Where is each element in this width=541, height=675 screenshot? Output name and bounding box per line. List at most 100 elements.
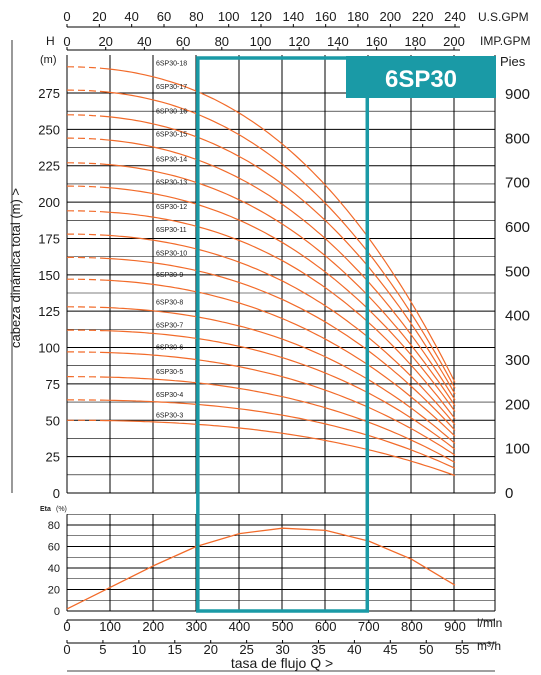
impgpm-tick-label: 0 — [63, 34, 70, 49]
h-unit: (m) — [40, 54, 57, 66]
h-label: H — [46, 34, 55, 48]
y-tick-label: 275 — [38, 86, 60, 101]
feet-tick-label: 200 — [505, 396, 530, 413]
usgpm-tick-label: 140 — [282, 9, 304, 24]
feet-tick-label: 700 — [505, 175, 530, 192]
head-curve-dashed — [67, 278, 102, 281]
head-curve-dashed — [67, 233, 102, 236]
lmin-tick-label: 600 — [315, 619, 337, 634]
eta-label: Eta — [40, 506, 51, 513]
feet-label: Pies — [500, 54, 526, 69]
chart-title: 6SP30 — [385, 66, 457, 93]
head-curve — [101, 90, 456, 389]
usgpm-tick-label: 160 — [315, 9, 337, 24]
curve-label: 6SP30-6 — [156, 345, 183, 352]
impgpm-unit: IMP.GPM — [480, 34, 530, 48]
y-tick-label: 100 — [38, 341, 60, 356]
feet-tick-label: 300 — [505, 352, 530, 369]
m3h-tick-label: 35 — [311, 642, 325, 657]
usgpm-tick-label: 120 — [250, 9, 272, 24]
feet-tick-label: 0 — [505, 485, 513, 502]
eta-unit: (%) — [56, 506, 67, 513]
m3h-tick-label: 40 — [347, 642, 361, 657]
feet-tick-label: 900 — [505, 86, 530, 103]
impgpm-tick-label: 140 — [327, 34, 349, 49]
head-curve-dashed — [67, 329, 102, 332]
curve-label: 6SP30-5 — [156, 369, 183, 376]
efficiency-curve — [66, 527, 456, 610]
lmin-tick-label: 800 — [401, 619, 423, 634]
lmin-tick-label: 200 — [142, 619, 164, 634]
head-curve-dashed — [67, 162, 102, 165]
usgpm-tick-label: 100 — [218, 9, 240, 24]
lmin-tick-label: 400 — [229, 619, 251, 634]
lmin-tick-label: 100 — [99, 619, 121, 634]
head-curve-dashed — [67, 256, 102, 259]
head-curve — [101, 399, 456, 469]
usgpm-tick-label: 180 — [347, 9, 369, 24]
m3h-tick-label: 25 — [239, 642, 253, 657]
y-tick-label: 75 — [46, 377, 60, 392]
feet-tick-label: 600 — [505, 219, 530, 236]
head-curve-dashed — [67, 89, 102, 93]
curve-label: 6SP30-15 — [156, 132, 187, 139]
impgpm-tick-label: 40 — [137, 34, 151, 49]
usgpm-tick-label: 60 — [157, 9, 171, 24]
head-curve — [101, 306, 456, 444]
usgpm-tick-label: 80 — [189, 9, 203, 24]
curve-label: 6SP30-17 — [156, 84, 187, 91]
curve-label: 6SP30-13 — [156, 180, 187, 187]
usgpm-tick-label: 200 — [379, 9, 401, 24]
y-tick-label: 50 — [46, 413, 60, 428]
feet-tick-label: 800 — [505, 130, 530, 147]
lmin-tick-label: 900 — [444, 619, 466, 634]
lmin-tick-label: 500 — [272, 619, 294, 634]
impgpm-tick-label: 20 — [98, 34, 112, 49]
curve-label: 6SP30-7 — [156, 323, 183, 330]
m3h-tick-label: 45 — [383, 642, 397, 657]
curve-label: 6SP30-3 — [156, 413, 183, 420]
title-badge-bg — [346, 56, 496, 98]
head-curve — [101, 163, 456, 407]
y-tick-label: 0 — [53, 486, 60, 501]
head-curve — [101, 376, 456, 464]
feet-tick-label: 400 — [505, 308, 530, 325]
impgpm-tick-label: 200 — [443, 34, 465, 49]
head-curve-dashed — [67, 137, 102, 140]
recommended-range-box — [196, 56, 370, 613]
eta-tick-label: 40 — [48, 563, 60, 575]
feet-tick-label: 500 — [505, 263, 530, 280]
impgpm-tick-label: 80 — [215, 34, 229, 49]
m3h-tick-label: 20 — [203, 642, 217, 657]
m3h-tick-label: 50 — [419, 642, 433, 657]
m3h-tick-label: 30 — [275, 642, 289, 657]
lmin-tick-label: 300 — [185, 619, 207, 634]
head-curve — [101, 330, 456, 450]
curve-label: 6SP30-14 — [156, 156, 187, 163]
x-axis-title: tasa de flujo Q > — [231, 655, 333, 671]
curve-label: 6SP30-11 — [156, 227, 187, 234]
m3h-tick-label: 55 — [455, 642, 469, 657]
y-tick-label: 25 — [46, 450, 60, 465]
head-curve — [101, 234, 456, 425]
head-curve — [101, 138, 456, 401]
impgpm-tick-label: 60 — [176, 34, 190, 49]
curve-label: 6SP30-4 — [156, 392, 183, 399]
head-curve — [101, 419, 456, 477]
m3h-tick-label: 10 — [132, 642, 146, 657]
eta-tick-label: 20 — [48, 585, 60, 597]
head-curve-dashed — [67, 306, 102, 308]
usgpm-tick-label: 220 — [412, 9, 434, 24]
y-tick-label: 175 — [38, 231, 60, 246]
head-curve — [101, 279, 456, 437]
feet-tick-label: 100 — [505, 441, 530, 458]
head-curve-dashed — [67, 114, 102, 117]
eta-tick-label: 60 — [48, 542, 60, 554]
chart-grid — [66, 55, 496, 612]
title-badge: 6SP30 — [346, 56, 496, 98]
head-curve — [101, 67, 456, 383]
head-curve — [101, 115, 456, 395]
impgpm-tick-label: 100 — [250, 34, 272, 49]
